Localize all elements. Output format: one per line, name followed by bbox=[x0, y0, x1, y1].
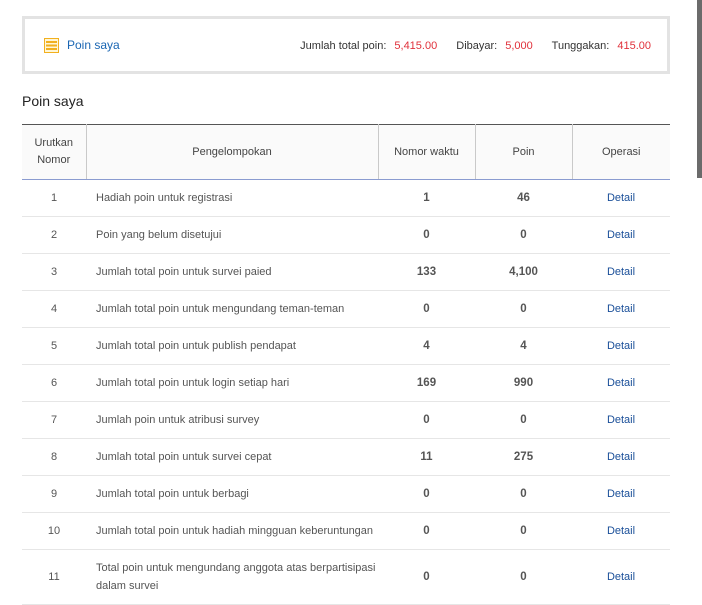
row-description: Poin yang belum disetujui bbox=[86, 216, 378, 254]
detail-link[interactable]: Detail bbox=[606, 377, 636, 389]
row-number: 8 bbox=[22, 438, 86, 476]
row-points: 0 bbox=[475, 549, 572, 605]
detail-link[interactable]: Detail bbox=[606, 340, 636, 352]
due-value: 415.00 bbox=[617, 40, 651, 52]
row-description: Jumlah total poin untuk hadiah mingguan … bbox=[86, 512, 378, 550]
detail-link[interactable]: Detail bbox=[606, 451, 636, 463]
row-points: 46 bbox=[475, 179, 572, 217]
row-operation: Detail bbox=[572, 179, 670, 217]
row-time-count: 0 bbox=[378, 290, 475, 328]
row-number: 4 bbox=[22, 290, 86, 328]
header-operation: Operasi bbox=[572, 124, 670, 180]
row-points: 0 bbox=[475, 512, 572, 550]
table-row: 3 Jumlah total poin untuk survei paied 133… bbox=[22, 253, 670, 291]
row-number: 9 bbox=[22, 475, 86, 513]
row-number: 2 bbox=[22, 216, 86, 254]
table-row: 5 Jumlah total poin untuk publish pendapa… bbox=[22, 327, 670, 365]
row-points: 990 bbox=[475, 364, 572, 402]
header-grouping: Pengelompokan bbox=[86, 124, 379, 180]
row-time-count: 0 bbox=[378, 512, 475, 550]
row-number: 11 bbox=[22, 549, 86, 605]
row-operation: Detail bbox=[572, 327, 670, 365]
table-row: 1 Hadiah poin untuk registrasi 1 46 Detail bbox=[22, 179, 670, 217]
summary-title[interactable]: Poin saya bbox=[67, 38, 120, 52]
row-number: 6 bbox=[22, 364, 86, 402]
row-operation: Detail bbox=[572, 401, 670, 439]
row-time-count: 1 bbox=[378, 179, 475, 217]
detail-link[interactable]: Detail bbox=[606, 488, 636, 500]
table-row: 8 Jumlah total poin untuk survei cepat 11 2… bbox=[22, 438, 670, 476]
row-operation: Detail bbox=[572, 253, 670, 291]
points-table: Urutkan Nomor Pengelompokan Nomor waktu … bbox=[22, 124, 670, 605]
row-time-count: 11 bbox=[378, 438, 475, 476]
row-number: 7 bbox=[22, 401, 86, 439]
detail-link[interactable]: Detail bbox=[606, 266, 636, 278]
row-points: 0 bbox=[475, 290, 572, 328]
list-icon bbox=[44, 38, 59, 53]
table-row: 6 Jumlah total poin untuk login setiap ha… bbox=[22, 364, 670, 402]
table-header-row: Urutkan Nomor Pengelompokan Nomor waktu … bbox=[22, 124, 670, 180]
row-operation: Detail bbox=[572, 512, 670, 550]
row-time-count: 4 bbox=[378, 327, 475, 365]
row-description: Hadiah poin untuk registrasi bbox=[86, 179, 378, 217]
row-points: 4 bbox=[475, 327, 572, 365]
row-description: Jumlah total poin untuk survei paied bbox=[86, 253, 378, 291]
detail-link[interactable]: Detail bbox=[606, 414, 636, 426]
detail-link[interactable]: Detail bbox=[606, 571, 636, 583]
points-summary-box: Poin saya Jumlah total poin: 5,415.00 Dib… bbox=[22, 16, 670, 74]
summary-stats: Jumlah total poin: 5,415.00 Dibayar: 5,000… bbox=[300, 39, 651, 53]
table-row: 4 Jumlah total poin untuk mengundang tema… bbox=[22, 290, 670, 328]
section-title: Poin saya bbox=[22, 93, 84, 109]
table-row: 10 Jumlah total poin untuk hadiah minggua… bbox=[22, 512, 670, 550]
row-number: 10 bbox=[22, 512, 86, 550]
table-row: 9 Jumlah total poin untuk berbagi 0 0 Detail bbox=[22, 475, 670, 513]
detail-link[interactable]: Detail bbox=[606, 303, 636, 315]
total-points-label: Jumlah total poin: bbox=[300, 40, 387, 52]
row-description: Jumlah total poin untuk login setiap har… bbox=[86, 364, 378, 402]
row-operation: Detail bbox=[572, 290, 670, 328]
detail-link[interactable]: Detail bbox=[606, 525, 636, 537]
row-time-count: 0 bbox=[378, 401, 475, 439]
row-description: Total poin untuk mengundang anggota atas… bbox=[86, 549, 378, 605]
detail-link[interactable]: Detail bbox=[606, 192, 636, 204]
total-points-value: 5,415.00 bbox=[394, 40, 438, 52]
due-label: Tunggakan: bbox=[551, 40, 610, 52]
row-description: Jumlah total poin untuk survei cepat bbox=[86, 438, 378, 476]
row-time-count: 0 bbox=[378, 216, 475, 254]
header-order-number[interactable]: Urutkan Nomor bbox=[22, 124, 87, 180]
header-points: Poin bbox=[475, 124, 573, 180]
row-operation: Detail bbox=[572, 438, 670, 476]
row-number: 5 bbox=[22, 327, 86, 365]
row-points: 275 bbox=[475, 438, 572, 476]
paid-label: Dibayar: bbox=[456, 40, 498, 52]
row-time-count: 133 bbox=[378, 253, 475, 291]
row-points: 0 bbox=[475, 401, 572, 439]
row-operation: Detail bbox=[572, 364, 670, 402]
row-time-count: 0 bbox=[378, 549, 475, 605]
row-operation: Detail bbox=[572, 475, 670, 513]
page-scrollbar[interactable] bbox=[697, 0, 702, 178]
paid-value: 5,000 bbox=[505, 40, 533, 52]
row-operation: Detail bbox=[572, 549, 670, 605]
row-operation: Detail bbox=[572, 216, 670, 254]
table-row: 11 Total poin untuk mengundang anggota at… bbox=[22, 549, 670, 605]
table-row: 7 Jumlah poin untuk atribusi survey 0 0 Deta… bbox=[22, 401, 670, 439]
table-row: 2 Poin yang belum disetujui 0 0 Detail bbox=[22, 216, 670, 254]
row-description: Jumlah total poin untuk publish pendapat bbox=[86, 327, 378, 365]
row-number: 1 bbox=[22, 179, 86, 217]
row-time-count: 0 bbox=[378, 475, 475, 513]
row-points: 4,100 bbox=[475, 253, 572, 291]
detail-link[interactable]: Detail bbox=[606, 229, 636, 241]
row-description: Jumlah poin untuk atribusi survey bbox=[86, 401, 378, 439]
row-number: 3 bbox=[22, 253, 86, 291]
row-points: 0 bbox=[475, 216, 572, 254]
row-points: 0 bbox=[475, 475, 572, 513]
row-description: Jumlah total poin untuk berbagi bbox=[86, 475, 378, 513]
header-time-number: Nomor waktu bbox=[378, 124, 476, 180]
row-description: Jumlah total poin untuk mengundang teman… bbox=[86, 290, 378, 328]
row-time-count: 169 bbox=[378, 364, 475, 402]
